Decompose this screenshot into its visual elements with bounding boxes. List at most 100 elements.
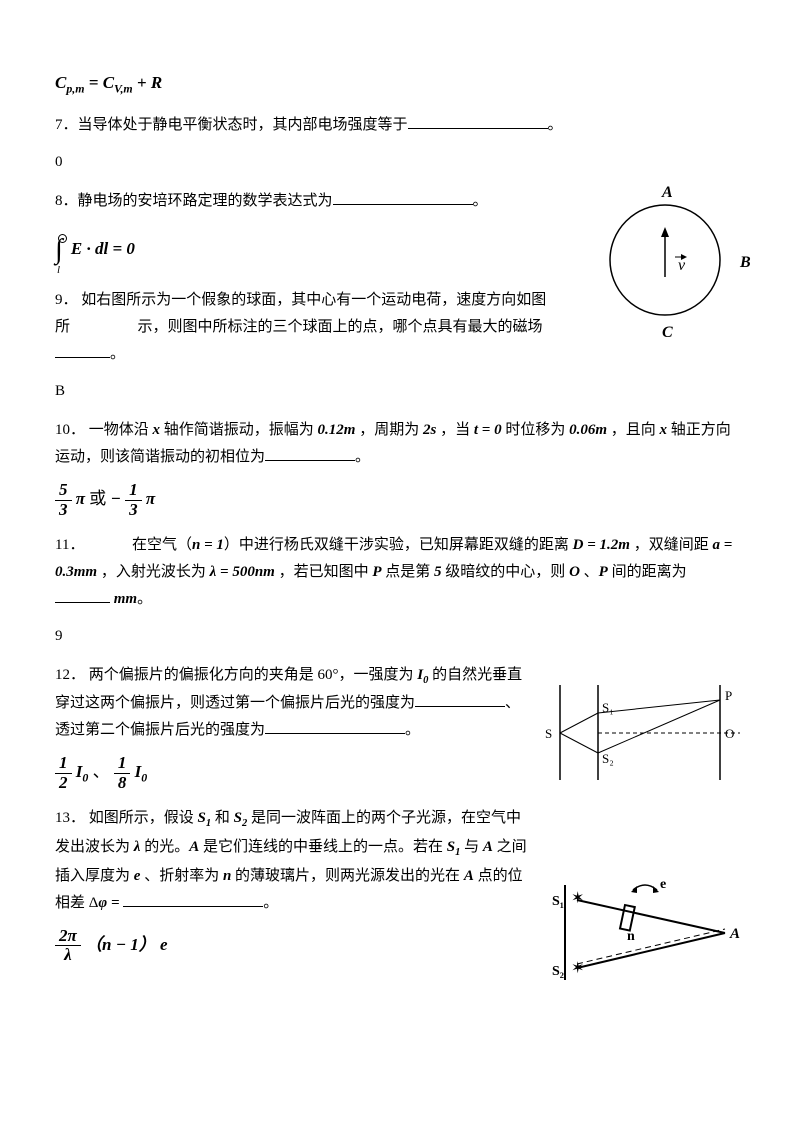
q10-t4: ，当 [436,422,474,438]
q10-blank [265,445,355,461]
q10-n1: 5 [55,481,72,501]
q9-l1c: 示，则图中所标注的三个球面上的点，哪个点具有最大的磁场 [138,319,543,335]
q12-d1: 2 [55,774,72,793]
q13-a3: A [464,868,474,884]
q11-eq1: = 1 [200,537,224,553]
q9-blank [55,342,110,358]
closed-integral-icon: ∫l [55,225,63,275]
q10-pi2: π [146,489,155,508]
q8-num: 8． [55,193,78,209]
q13-rest: （n − 1） e [85,935,168,954]
q9-end: 。 [110,346,125,362]
q13-t6: 与 [460,839,483,855]
q13-s2: S [234,810,242,826]
q12-s01: 0 [82,771,88,785]
q11-t4: ，入射光波长为 [97,564,210,580]
q11-dval: = 1.2m [583,537,629,553]
q10-t2: 轴作简谐振动，振幅为 [160,422,318,438]
lhs-c: C [55,73,66,92]
svg-text:A: A [729,926,740,942]
q9-l1a: 如右图所示为一个假象的球面，其中心有一个运动电荷，速度方向如图 [81,292,546,308]
q13-num: 13． [55,810,85,826]
q11-num: 11． [55,537,84,553]
q13-t9: 的薄玻璃片，则两光源发出的光在 [231,868,464,884]
q10-t1: 一物体沿 [89,422,153,438]
q7-end: 。 [548,117,563,133]
q13-d1: λ [55,946,81,965]
q11-t6: 点是第 [382,564,435,580]
q11-t3: ，双缝间距 [630,537,713,553]
q12-d2: 8 [114,774,131,793]
question-10: 10． 一物体沿 x 轴作简谐振动，振幅为 0.12m ，周期为 2s ，当 t… [55,417,745,471]
q7-num: 7． [55,117,78,133]
rhs-c: C [103,73,114,92]
q12-n2: 1 [114,754,131,774]
rhs-r: R [151,73,162,92]
q13-blank [123,891,263,907]
question-9: 9． 如右图所示为一个假象的球面，其中心有一个运动电荷，速度方向如图 所 示，则… [55,287,745,368]
q9-l1b: 所 [55,319,70,335]
q10-num: 10． [55,422,85,438]
q13-t4: 的光。 [140,839,189,855]
q13-eq: = [107,895,123,911]
svg-text:S₂: S₂ [552,964,564,979]
q10-t6: ，且向 [607,422,660,438]
label-a: A [661,184,673,201]
q11-t2: ）中进行杨氏双缝干涉实验，已知屏幕距双缝的距离 [224,537,573,553]
q13-t1: 如图所示，假设 [89,810,198,826]
q11-t1: 在空气（ [132,537,192,553]
q7-answer: 0 [55,149,745,176]
q8-text: 静电场的安培环路定理的数学表达式为 [78,193,333,209]
eq-sign: = [89,73,103,92]
q13-t8: 、折射率为 [140,868,223,884]
q11-five: 5 [434,564,442,580]
q13-n1: 2π [55,927,81,947]
q11-answer: 9 [55,623,745,650]
q10-period: 2s [423,422,436,438]
q12-s02: 0 [141,771,147,785]
q12-end: 。 [405,722,420,738]
q7-text: 当导体处于静电平衡状态时，其内部电场强度等于 [78,117,408,133]
q13-s1: S [198,810,206,826]
label-v: v [678,257,686,274]
q8-end: 。 [473,193,488,209]
q12-sep: 、 [93,763,110,782]
q7-blank [408,113,548,129]
q11-blank [55,587,110,603]
q13-a2: A [483,839,493,855]
q10-n2: 1 [125,481,142,501]
plus: + [137,73,151,92]
q11-p: P [372,564,381,580]
q13-phi: φ [98,895,107,911]
q10-eq0: = 0 [478,422,502,438]
q10-x: x [153,422,161,438]
q11-p2: P [599,564,608,580]
q12-num: 12． [55,667,85,683]
svg-text:S₂: S₂ [602,751,614,766]
q11-a: a [712,537,720,553]
q8-formula-body: E · dl = 0 [71,239,135,258]
q10-x2: x [660,422,668,438]
q12-blank1 [415,691,505,707]
q8-blank [333,189,473,205]
q10-t3: ，周期为 [355,422,423,438]
q11-unit: mm [110,591,137,607]
q11-t5: ，若已知图中 [275,564,373,580]
q10-d1: 3 [55,501,72,520]
label-b: B [739,254,751,271]
q10-disp: 0.06m [569,422,607,438]
question-12: 12． 两个偏振片的偏振化方向的夹角是 60°，一强度为 I0 的自然光垂直穿过… [55,662,745,745]
q13-t2: 和 [211,810,234,826]
q11-t9: 间的距离为 [608,564,687,580]
question-11: 11． 在空气（n = 1）中进行杨氏双缝干涉实验，已知屏幕距双缝的距离 D =… [55,532,745,613]
q10-neg: − [111,489,126,508]
equation-cpm: Cp,m = CV,m + R [55,68,745,100]
q11-lamval: = 500nm [216,564,275,580]
lhs-sub: p,m [66,81,84,95]
q11-t8: 、 [580,564,599,580]
question-13: 13． 如图所示，假设 S1 和 S2 是同一波阵面上的两个子光源，在空气中发出… [55,805,745,917]
question-7: 7．当导体处于静电平衡状态时，其内部电场强度等于 。 [55,112,745,139]
q12-blank2 [265,718,405,734]
q10-answer: 53 π 或 − 13 π [55,481,745,519]
q13-t5: 是它们连线的中垂线上的一点。若在 [199,839,447,855]
